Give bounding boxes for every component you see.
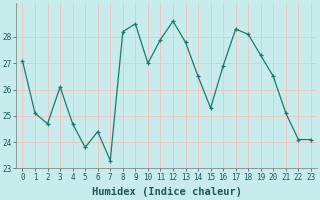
X-axis label: Humidex (Indice chaleur): Humidex (Indice chaleur) — [92, 187, 242, 197]
